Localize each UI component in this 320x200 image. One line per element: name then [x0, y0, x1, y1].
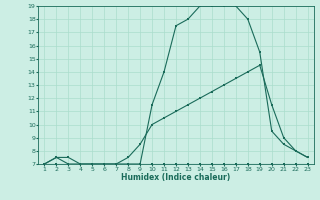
X-axis label: Humidex (Indice chaleur): Humidex (Indice chaleur)	[121, 173, 231, 182]
